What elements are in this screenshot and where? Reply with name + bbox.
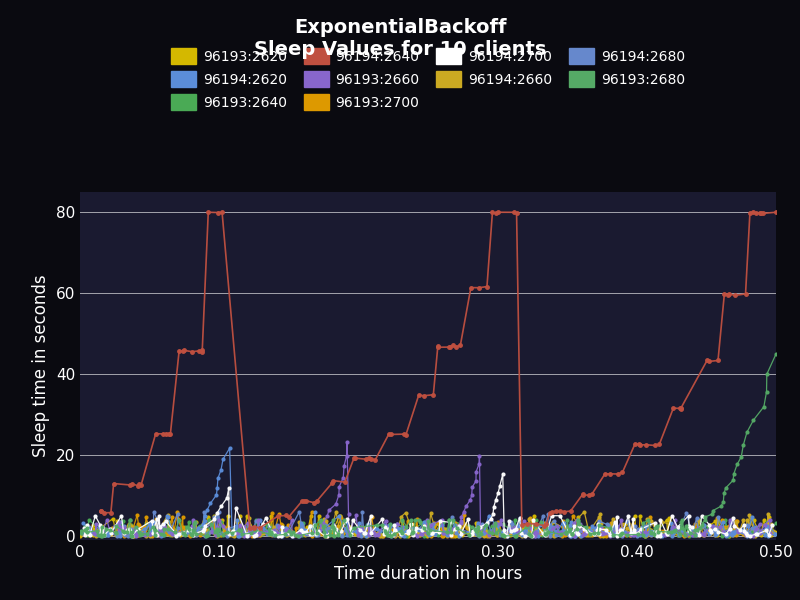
- Text: ExponentialBackoff
Sleep Values for 10 clients: ExponentialBackoff Sleep Values for 10 c…: [254, 18, 546, 59]
- Y-axis label: Sleep time in seconds: Sleep time in seconds: [32, 275, 50, 457]
- X-axis label: Time duration in hours: Time duration in hours: [334, 565, 522, 583]
- Legend: 96193:2620, 96194:2620, 96193:2640, 96194:2640, 96193:2660, 96193:2700, 96194:27: 96193:2620, 96194:2620, 96193:2640, 9619…: [166, 43, 690, 115]
